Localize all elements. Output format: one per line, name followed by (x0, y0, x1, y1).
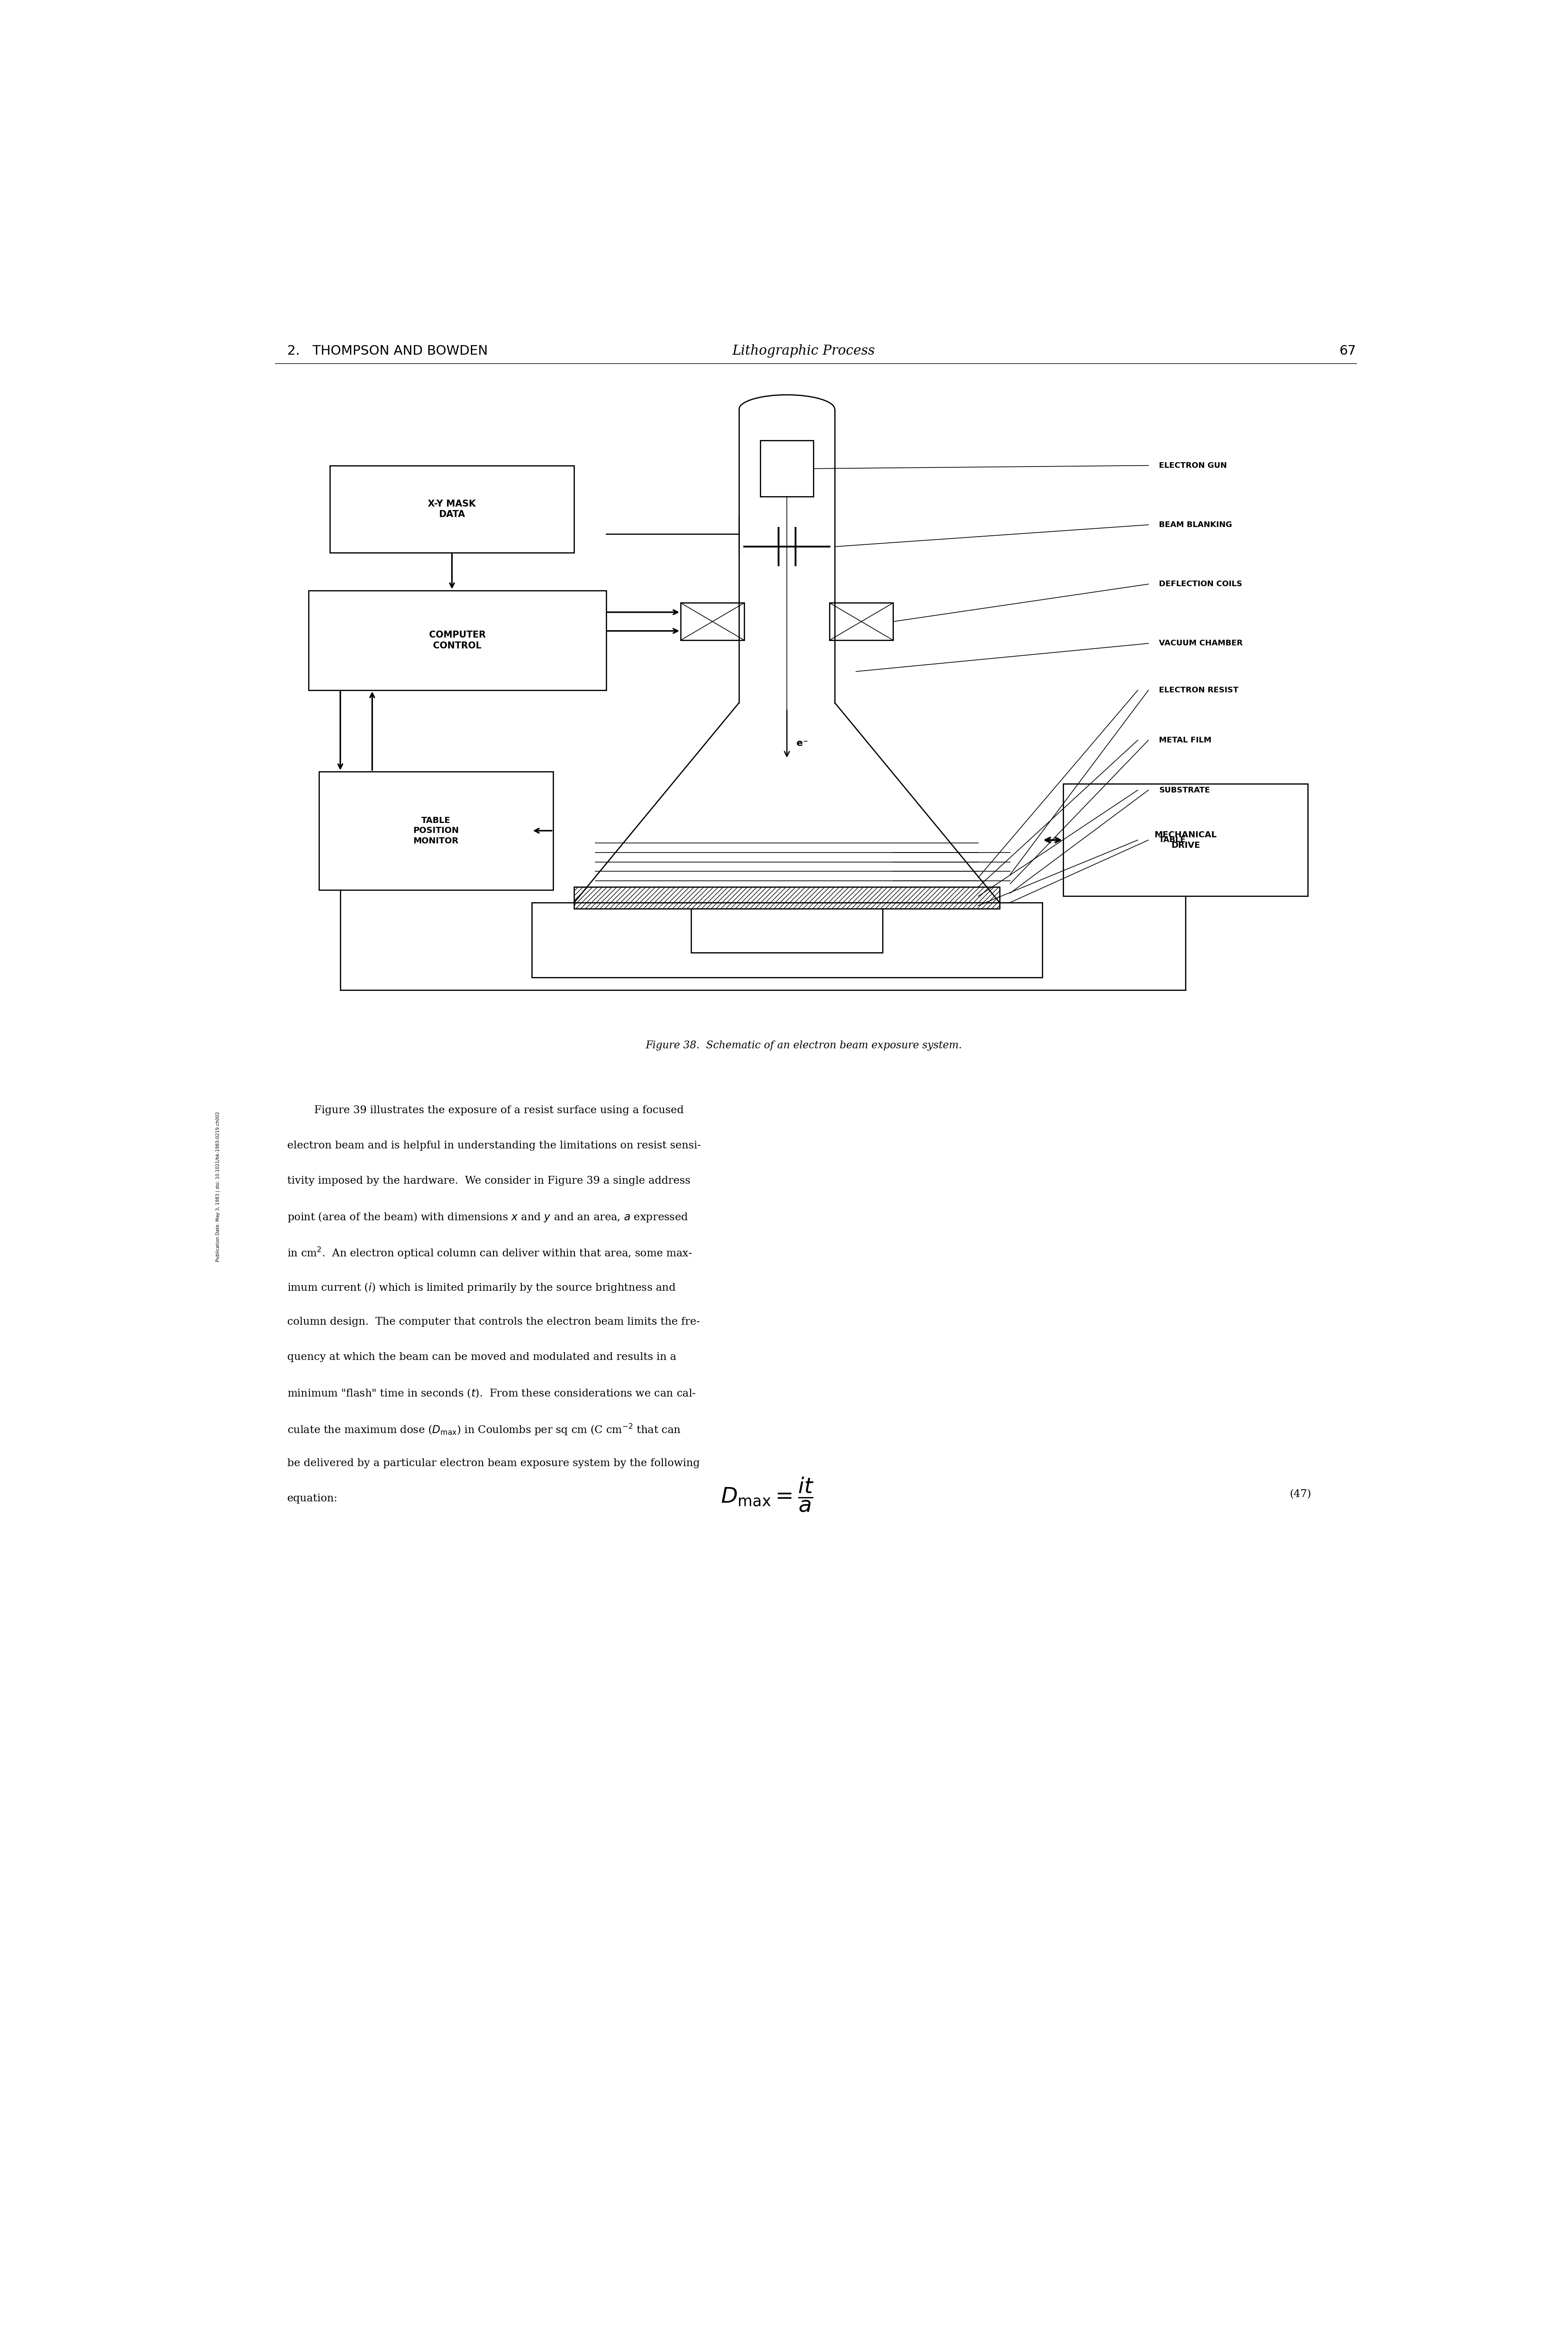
Text: electron beam and is helpful in understanding the limitations on resist sensi-: electron beam and is helpful in understa… (287, 1140, 701, 1152)
Bar (532, 902, 1043, 978)
Text: Publication Date: May 3, 1983 | doi: 10.1021/bk-1983-0219.ch002: Publication Date: May 3, 1983 | doi: 10.… (215, 1112, 220, 1262)
Text: TABLE
POSITION
MONITOR: TABLE POSITION MONITOR (412, 815, 459, 846)
Bar (309, 590, 607, 691)
Text: minimum "flash" time in seconds ($t$).  From these considerations we can cal-: minimum "flash" time in seconds ($t$). F… (287, 1386, 696, 1398)
Text: BEAM BLANKING: BEAM BLANKING (1159, 522, 1232, 529)
Text: equation:: equation: (287, 1495, 337, 1504)
Text: be delivered by a particular electron beam exposure system by the following: be delivered by a particular electron be… (287, 1457, 699, 1469)
Bar (318, 771, 554, 891)
Text: in cm$^2$.  An electron optical column can deliver within that area, some max-: in cm$^2$. An electron optical column ca… (287, 1246, 691, 1260)
Bar (329, 465, 574, 552)
Text: imum current ($i$) which is limited primarily by the source brightness and: imum current ($i$) which is limited prim… (287, 1281, 676, 1295)
Text: e⁻: e⁻ (797, 738, 809, 747)
Text: ELECTRON RESIST: ELECTRON RESIST (1159, 686, 1239, 693)
Bar (691, 902, 883, 952)
Text: COMPUTER
CONTROL: COMPUTER CONTROL (430, 630, 486, 651)
Bar (1063, 785, 1308, 895)
Text: DEFLECTION COILS: DEFLECTION COILS (1159, 580, 1242, 588)
Text: TABLE: TABLE (1159, 837, 1185, 844)
Text: quency at which the beam can be moved and modulated and results in a: quency at which the beam can be moved an… (287, 1351, 676, 1363)
Text: MECHANICAL
DRIVE: MECHANICAL DRIVE (1154, 832, 1217, 848)
Bar (681, 604, 745, 639)
Text: 2.   THOMPSON AND BOWDEN: 2. THOMPSON AND BOWDEN (287, 345, 488, 357)
Text: culate the maximum dose ($D_{\rm max}$) in Coulombs per sq cm (C cm$^{-2}$ that : culate the maximum dose ($D_{\rm max}$) … (287, 1422, 681, 1436)
Bar (829, 604, 894, 639)
Text: METAL FILM: METAL FILM (1159, 736, 1212, 745)
Text: X-Y MASK
DATA: X-Y MASK DATA (428, 501, 477, 519)
Text: ELECTRON GUN: ELECTRON GUN (1159, 461, 1228, 470)
Text: Figure 39 illustrates the exposure of a resist surface using a focused: Figure 39 illustrates the exposure of a … (287, 1104, 684, 1116)
Text: Lithographic Process: Lithographic Process (732, 343, 875, 357)
Text: $D_{\rm max} = \dfrac{it}{a}$: $D_{\rm max} = \dfrac{it}{a}$ (720, 1476, 814, 1513)
Text: point (area of the beam) with dimensions $x$ and $y$ and an area, $a$ expressed: point (area of the beam) with dimensions… (287, 1210, 688, 1224)
Text: 67: 67 (1339, 345, 1356, 357)
Bar (574, 886, 999, 909)
Text: (47): (47) (1290, 1490, 1311, 1499)
Text: VACUUM CHAMBER: VACUUM CHAMBER (1159, 639, 1243, 646)
Text: SUBSTRATE: SUBSTRATE (1159, 787, 1210, 794)
Text: column design.  The computer that controls the electron beam limits the fre-: column design. The computer that control… (287, 1316, 699, 1328)
Text: Figure 38.  Schematic of an electron beam exposure system.: Figure 38. Schematic of an electron beam… (646, 1041, 961, 1050)
Text: tivity imposed by the hardware.  We consider in Figure 39 a single address: tivity imposed by the hardware. We consi… (287, 1175, 690, 1187)
Bar (760, 439, 814, 496)
